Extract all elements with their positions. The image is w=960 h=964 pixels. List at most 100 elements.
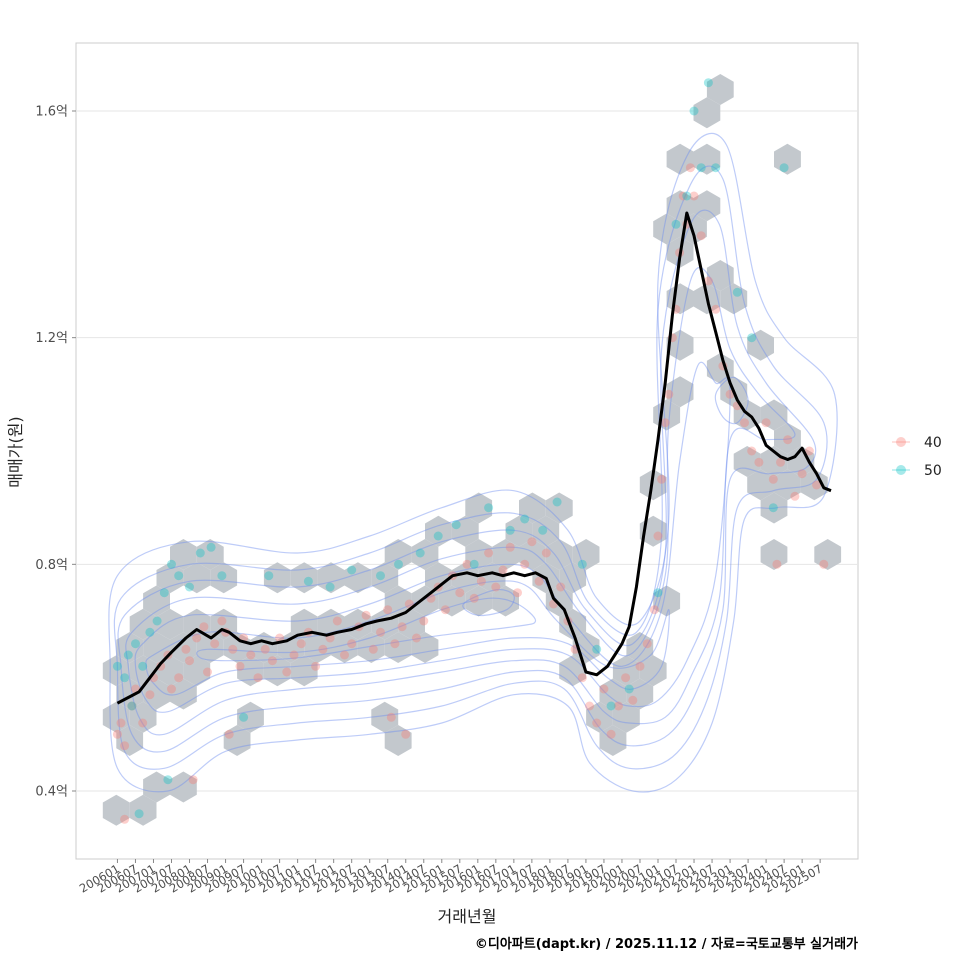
- point-40: [556, 582, 566, 592]
- hexbin-cell: [183, 562, 211, 594]
- hexbin-cell: [612, 701, 640, 733]
- hexbin-cell: [102, 794, 130, 826]
- point-50: [747, 333, 757, 343]
- hexbin-cell: [720, 283, 748, 315]
- point-50: [325, 582, 335, 592]
- hexbin-cell: [183, 655, 211, 687]
- hexbin-cell: [559, 562, 587, 594]
- hexbin-cell: [787, 446, 815, 477]
- hexbin-cell: [384, 632, 412, 663]
- point-50: [347, 565, 357, 575]
- point-50: [682, 191, 692, 201]
- point-50: [592, 644, 602, 654]
- legend-label-40: 40: [924, 435, 942, 451]
- point-50: [152, 616, 162, 626]
- hexbin-cell: [156, 608, 184, 640]
- hexbin-cell: [478, 562, 506, 594]
- hexbin-cell: [760, 492, 788, 524]
- point-40: [376, 627, 385, 637]
- hexbin-cell: [116, 725, 144, 756]
- point-40: [455, 588, 465, 598]
- legend-swatch-50: [896, 465, 906, 475]
- point-40: [235, 661, 245, 671]
- point-40: [599, 684, 609, 694]
- hexbin-cell: [102, 701, 130, 733]
- point-50: [415, 548, 425, 558]
- point-40: [657, 474, 667, 484]
- point-40: [112, 729, 122, 739]
- point-50: [711, 163, 721, 173]
- point-50: [206, 542, 216, 552]
- point-40: [253, 673, 263, 683]
- point-40: [505, 542, 515, 552]
- hexbin-cell: [156, 562, 184, 594]
- hexbin-cell: [653, 585, 681, 617]
- legend-item-50: 50: [892, 463, 942, 479]
- point-40: [635, 661, 645, 671]
- hexbin-cell: [223, 725, 251, 756]
- point-40: [484, 548, 494, 558]
- hexbin-cell: [304, 632, 331, 663]
- point-40: [628, 695, 638, 705]
- point-50: [606, 701, 616, 711]
- point-50: [703, 78, 713, 88]
- point-40: [653, 531, 663, 541]
- point-50: [394, 559, 403, 569]
- y-tick-label: 0.4억: [35, 785, 68, 800]
- hexbin-cell: [639, 655, 667, 687]
- point-50: [538, 525, 548, 535]
- point-40: [203, 667, 212, 677]
- hexbin-cell: [143, 632, 170, 663]
- hexbin-cell: [143, 678, 170, 710]
- point-40: [199, 622, 209, 632]
- legend-item-40: 40: [892, 435, 942, 451]
- point-40: [318, 644, 328, 654]
- point-40: [649, 605, 659, 615]
- point-40: [185, 656, 194, 666]
- point-40: [768, 474, 778, 484]
- y-tick-label: 1.2억: [35, 331, 68, 346]
- point-50: [134, 809, 144, 819]
- point-50: [484, 503, 494, 513]
- point-40: [167, 684, 176, 694]
- hexbin-cell: [384, 585, 412, 617]
- point-50: [696, 163, 706, 173]
- point-50: [577, 559, 587, 569]
- hexbin-cell: [814, 539, 842, 570]
- point-50: [174, 571, 184, 581]
- point-40: [120, 814, 130, 824]
- point-40: [541, 548, 551, 558]
- point-50: [451, 520, 461, 530]
- hexbin-cell: [800, 469, 828, 501]
- point-50: [433, 531, 443, 541]
- point-40: [440, 605, 450, 615]
- point-40: [192, 633, 202, 643]
- hexbin-cell: [626, 632, 654, 663]
- point-50: [138, 661, 148, 671]
- hexbin-cell: [170, 632, 197, 663]
- hexbin-cell: [263, 655, 291, 687]
- hexbin-cell: [666, 376, 694, 408]
- hexbin-cell: [774, 422, 801, 454]
- point-40: [520, 559, 530, 569]
- hexbin-cell: [371, 701, 399, 733]
- point-40: [120, 741, 130, 751]
- hexbin-cell: [639, 469, 667, 501]
- legend: 40 50: [892, 435, 942, 479]
- point-40: [145, 690, 155, 700]
- hexbin-cell: [129, 701, 157, 733]
- point-40: [412, 633, 421, 643]
- hexbin-cell: [693, 190, 721, 222]
- point-50: [505, 525, 515, 535]
- hexbin-cell: [384, 539, 412, 570]
- point-40: [621, 673, 631, 683]
- hexbin-cell: [170, 771, 197, 803]
- hexbin-cell: [438, 585, 466, 617]
- point-50: [239, 712, 249, 722]
- point-40: [703, 276, 713, 286]
- hexbin-cell: [170, 539, 197, 570]
- hexbin-cell: [626, 678, 654, 710]
- point-40: [642, 639, 652, 649]
- x-axis-title: 거래년월: [438, 907, 497, 926]
